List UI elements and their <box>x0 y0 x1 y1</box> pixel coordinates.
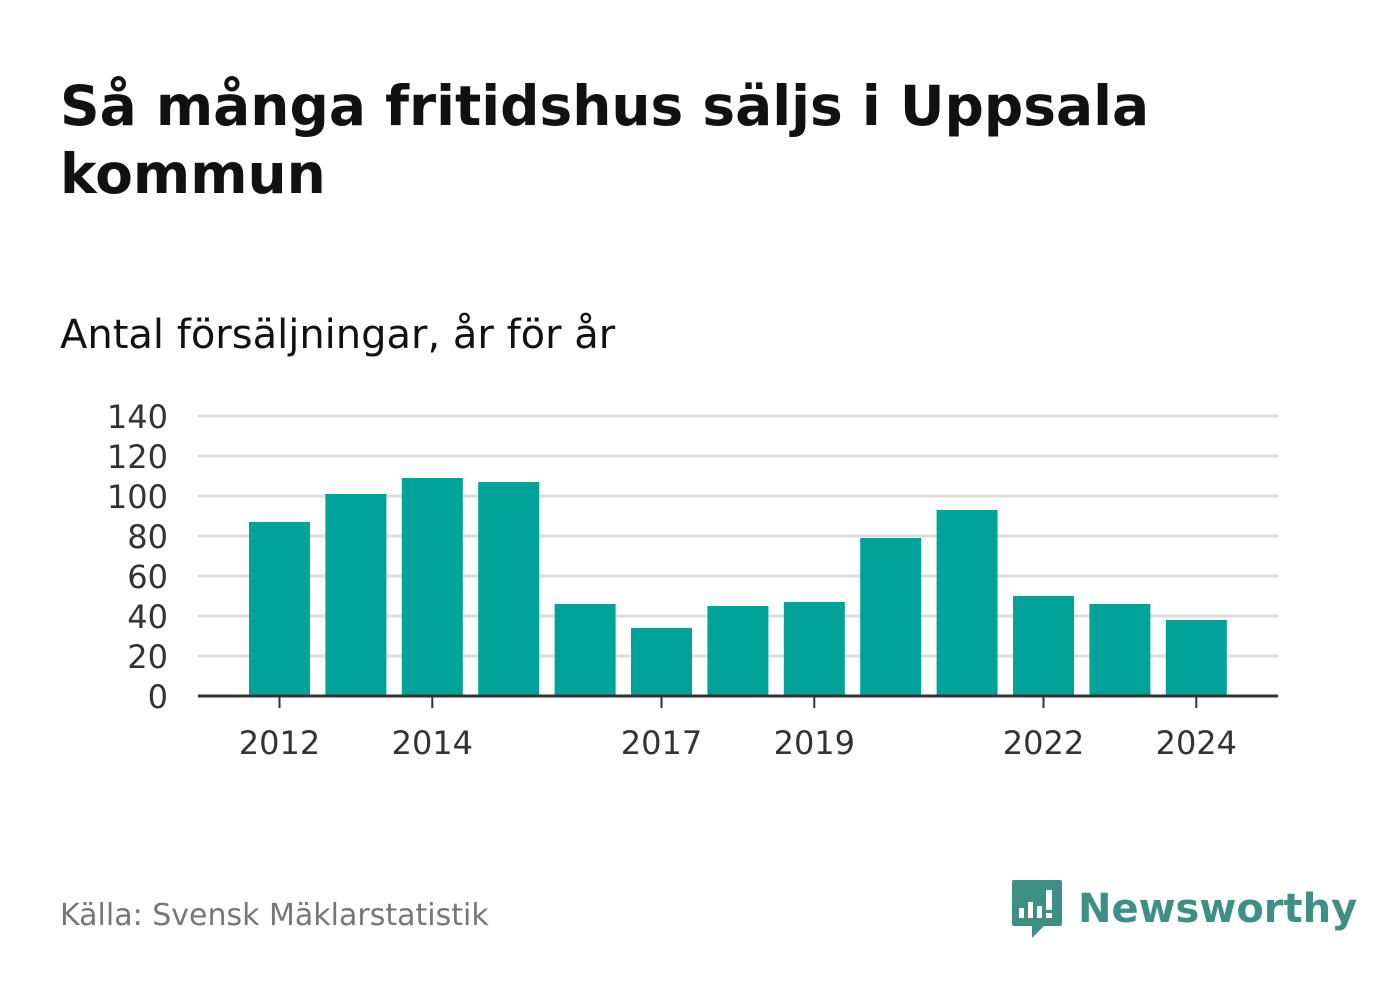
bar-2015 <box>478 482 540 696</box>
chart-title: Så många fritidshus säljs i Uppsala komm… <box>60 74 1150 206</box>
bars <box>249 478 1227 696</box>
y-tick-label: 80 <box>127 518 168 556</box>
bar-2012 <box>249 522 310 696</box>
bar-2017 <box>631 628 692 696</box>
bar-2020 <box>860 538 922 696</box>
bar-2016 <box>554 604 616 696</box>
bar-2018 <box>707 606 769 696</box>
brand-name: Newsworthy <box>1078 886 1358 932</box>
bar-2013 <box>325 494 387 696</box>
x-tick-label: 2017 <box>621 724 702 762</box>
y-tick-label: 60 <box>127 558 168 596</box>
x-tick-label: 2014 <box>392 724 473 762</box>
y-tick-label: 100 <box>107 478 168 516</box>
source-note: Källa: Svensk Mäklarstatistik <box>60 898 489 933</box>
bar-2024 <box>1165 620 1227 696</box>
x-tick-label: 2024 <box>1156 724 1237 762</box>
bar-2019 <box>783 602 845 696</box>
x-tick-label: 2019 <box>774 724 855 762</box>
bar-2014 <box>401 478 463 696</box>
bar-2022 <box>1013 596 1074 696</box>
y-tick-label: 140 <box>107 398 168 436</box>
newsworthy-bar-chart-icon <box>1012 880 1062 938</box>
x-tick-label: 2012 <box>239 724 320 762</box>
bar-2021 <box>936 510 998 696</box>
newsworthy-logo: Newsworthy <box>1010 878 1357 940</box>
x-tick-label: 2022 <box>1003 724 1084 762</box>
y-tick-label: 40 <box>127 598 168 636</box>
y-tick-label: 0 <box>148 678 168 716</box>
bar-2023 <box>1089 604 1151 696</box>
y-tick-label: 120 <box>107 438 168 476</box>
chart-subtitle: Antal försäljningar, år för år <box>60 312 616 358</box>
y-tick-label: 20 <box>127 638 168 676</box>
